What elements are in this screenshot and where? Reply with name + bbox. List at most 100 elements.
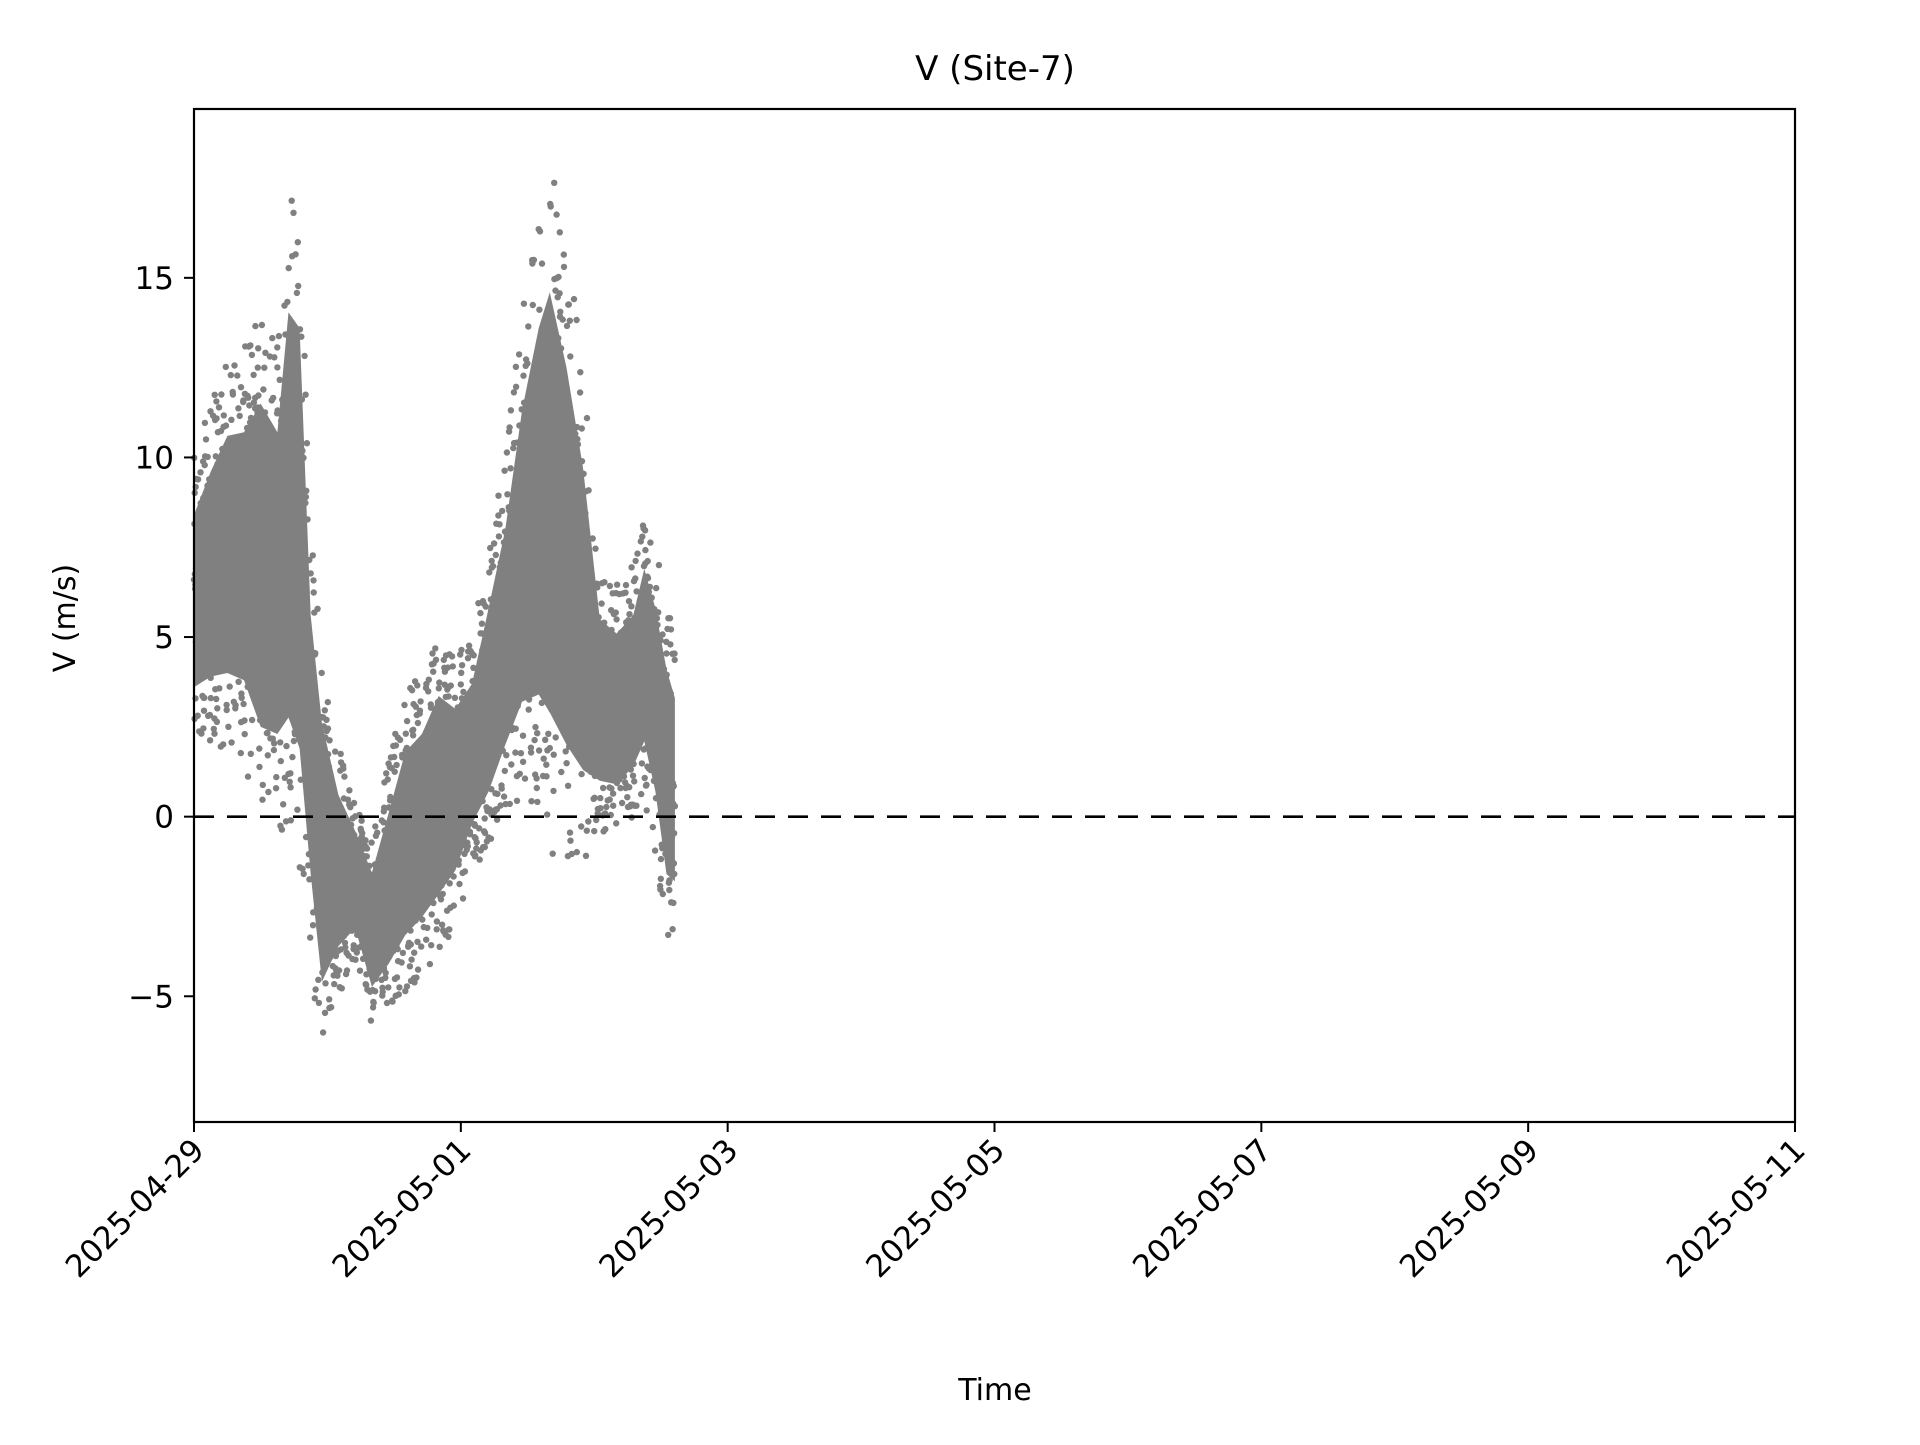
data-point	[222, 363, 229, 371]
data-point	[542, 736, 549, 743]
data-point	[223, 701, 230, 709]
data-point	[602, 826, 609, 833]
data-point	[495, 533, 503, 540]
data-point	[227, 371, 234, 379]
data-point	[269, 334, 276, 342]
data-point	[234, 372, 241, 379]
data-point	[653, 584, 660, 592]
data-point	[486, 569, 493, 576]
data-point	[553, 211, 560, 218]
data-point	[520, 300, 528, 307]
data-point	[260, 386, 267, 393]
data-point	[566, 317, 573, 324]
data-point	[445, 693, 452, 700]
data-point	[436, 943, 443, 950]
plot-frame	[192, 107, 1797, 1124]
data-point	[546, 744, 553, 752]
plot-border	[192, 107, 1797, 1124]
x-tick-label: 2025-05-09	[1393, 1132, 1546, 1285]
data-point	[314, 605, 321, 612]
data-point	[563, 760, 570, 767]
data-point	[655, 609, 662, 616]
data-point	[538, 260, 546, 267]
data-point	[473, 839, 480, 846]
data-point	[644, 557, 651, 565]
data-point	[408, 956, 415, 963]
data-point	[347, 804, 354, 811]
data-point	[391, 753, 398, 761]
data-point	[264, 752, 271, 759]
data-point	[292, 251, 299, 258]
data-point	[270, 746, 278, 754]
data-point	[225, 723, 232, 730]
data-point	[231, 362, 238, 369]
data-point	[211, 730, 218, 737]
data-point	[566, 829, 574, 836]
data-point	[288, 197, 295, 204]
data-point	[255, 392, 262, 399]
data-point	[634, 550, 641, 557]
data-point	[414, 966, 422, 973]
data-point	[670, 899, 677, 907]
data-point	[318, 669, 325, 677]
data-point	[633, 588, 640, 595]
data-point	[352, 956, 359, 963]
data-point	[481, 843, 488, 851]
data-point	[310, 577, 317, 584]
data-point	[353, 949, 360, 956]
data-point	[512, 749, 519, 756]
data-point	[445, 933, 452, 941]
data-point	[202, 436, 210, 443]
data-point	[334, 972, 341, 979]
data-point	[487, 544, 494, 552]
data-point	[567, 353, 574, 360]
data-point	[250, 371, 257, 379]
data-point	[403, 983, 411, 990]
data-point	[220, 741, 227, 748]
series-core-band	[194, 292, 675, 987]
data-point	[244, 773, 252, 780]
data-point	[498, 785, 505, 792]
x-tick-label: 2025-04-29	[59, 1132, 212, 1285]
data-point	[255, 345, 262, 352]
data-point	[294, 239, 301, 246]
data-point	[265, 788, 272, 796]
data-point	[642, 546, 649, 554]
data-point	[494, 790, 501, 798]
data-point	[528, 798, 535, 805]
data-point	[223, 706, 230, 714]
data-point	[497, 802, 504, 809]
data-point	[465, 642, 473, 649]
data-point	[512, 725, 519, 732]
data-point	[323, 716, 330, 723]
data-point	[362, 837, 369, 844]
data-point	[315, 976, 322, 983]
data-point	[589, 535, 596, 542]
data-point	[671, 650, 678, 657]
data-point	[481, 815, 488, 822]
data-point	[380, 819, 387, 826]
data-point	[252, 322, 259, 330]
data-point	[666, 615, 674, 622]
data-point	[552, 734, 559, 741]
data-point	[622, 589, 629, 596]
data-point	[659, 631, 666, 638]
data-point	[490, 540, 498, 547]
data-point	[387, 793, 394, 801]
data-point	[639, 533, 646, 540]
data-point	[496, 521, 503, 528]
data-point	[228, 416, 235, 423]
data-point	[578, 770, 585, 778]
data-point	[499, 507, 506, 515]
data-point	[385, 984, 392, 991]
data-point	[464, 655, 472, 662]
data-point	[506, 800, 513, 808]
data-point	[395, 991, 402, 998]
data-point	[393, 761, 400, 769]
data-point	[401, 701, 408, 709]
data-point	[543, 761, 550, 768]
data-point	[389, 998, 396, 1005]
data-point	[371, 988, 379, 995]
data-point	[278, 826, 286, 833]
data-point	[430, 668, 437, 675]
